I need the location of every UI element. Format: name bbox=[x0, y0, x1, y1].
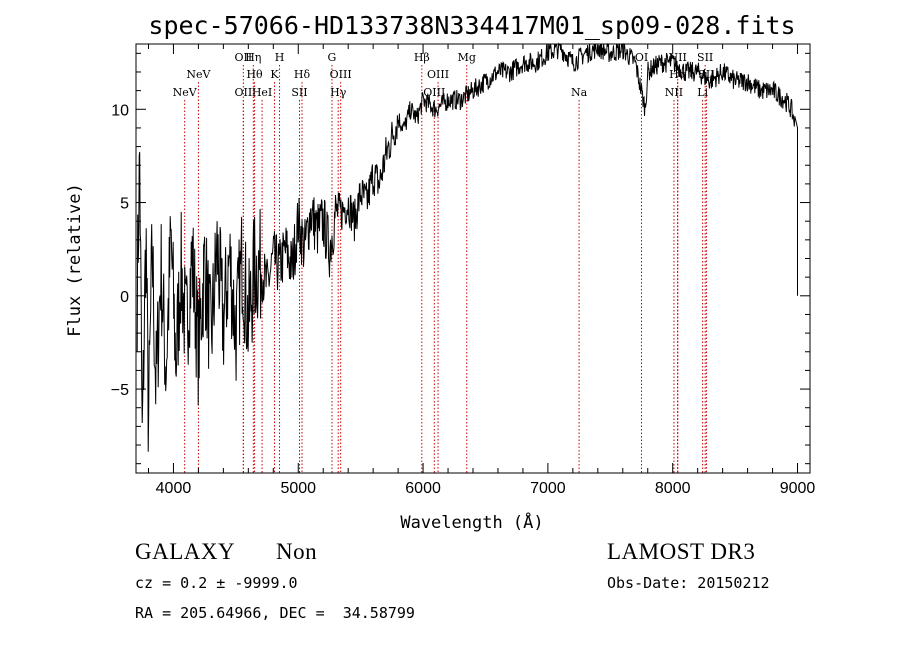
y-tick-label: 0 bbox=[120, 289, 129, 306]
emission-line-label: G bbox=[328, 51, 337, 64]
x-tick-label: 8000 bbox=[655, 480, 691, 497]
emission-line-label: OIII bbox=[330, 68, 352, 81]
chart-title: spec-57066-HD133738N334417M01_sp09-028.f… bbox=[148, 11, 795, 40]
emission-line-label: Mg bbox=[458, 51, 476, 64]
emission-line-label: OII bbox=[234, 51, 252, 64]
radec-text: RA = 205.64966, DEC = 34.58799 bbox=[135, 604, 415, 622]
emission-line-label: NeV bbox=[173, 86, 198, 99]
y-axis-label: Flux (relative) bbox=[65, 183, 85, 337]
subclass-label: Non bbox=[276, 539, 318, 564]
emission-line-label: SII bbox=[291, 86, 307, 99]
emission-line-label: NeV bbox=[186, 68, 211, 81]
survey-label: LAMOST DR3 bbox=[607, 539, 756, 564]
emission-line-label: SII bbox=[697, 51, 713, 64]
emission-line-label: Hη bbox=[245, 51, 261, 64]
emission-line-label: H bbox=[275, 51, 285, 64]
emission-line-label: Hβ bbox=[414, 51, 430, 64]
emission-line-label: Li bbox=[697, 86, 708, 99]
emission-line-label: Hγ bbox=[330, 86, 347, 99]
y-tick-label: −5 bbox=[111, 382, 129, 399]
emission-line-label: OII bbox=[234, 86, 252, 99]
x-tick-label: 4000 bbox=[156, 480, 192, 497]
x-tick-label: 7000 bbox=[530, 480, 566, 497]
x-tick-label: 6000 bbox=[405, 480, 441, 497]
x-tick-label: 5000 bbox=[280, 480, 316, 497]
y-tick-label: 10 bbox=[111, 102, 129, 119]
emission-line-label: OIII bbox=[427, 68, 449, 81]
spectrum-series bbox=[136, 42, 798, 452]
emission-line-label: NII bbox=[669, 51, 687, 64]
class-label: GALAXY bbox=[135, 539, 236, 564]
emission-line-label: K bbox=[270, 68, 279, 81]
redshift-text: cz = 0.2 ± -9999.0 bbox=[135, 574, 298, 592]
emission-line-label: HeI bbox=[252, 86, 272, 99]
plot-frame bbox=[135, 43, 811, 474]
x-tick-label: 9000 bbox=[780, 480, 816, 497]
obs-date-text: Obs-Date: 20150212 bbox=[607, 574, 770, 592]
emission-line-label: Na bbox=[571, 86, 588, 99]
emission-line-label: OI bbox=[635, 51, 648, 64]
emission-line-label: NII bbox=[665, 86, 683, 99]
y-tick-label: 5 bbox=[120, 196, 129, 213]
x-axis-label: Wavelength (Å) bbox=[400, 511, 543, 533]
emission-line-label: Hδ bbox=[294, 68, 311, 81]
emission-line-label: Hθ bbox=[246, 68, 263, 81]
